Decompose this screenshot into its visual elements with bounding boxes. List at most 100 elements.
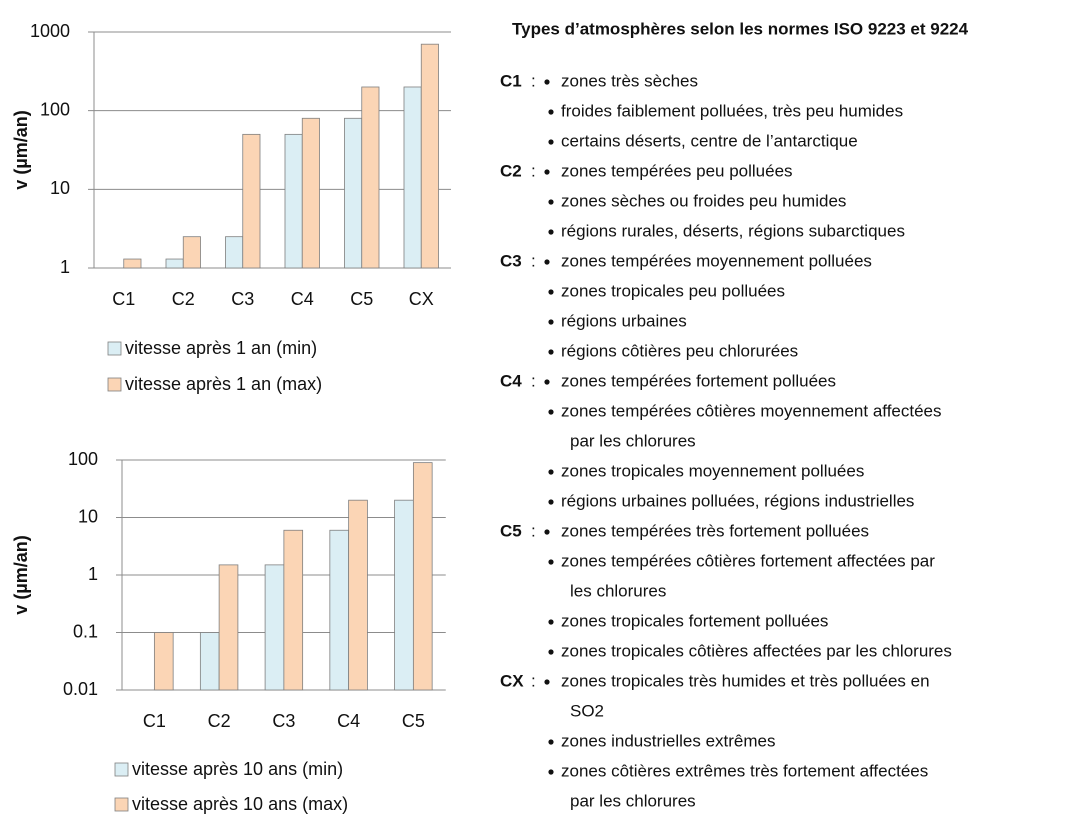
separator: : — [531, 371, 536, 390]
bar — [165, 258, 184, 269]
bar — [412, 462, 433, 691]
item-text: régions urbaines polluées, régions indus… — [561, 491, 914, 510]
legend-label: vitesse après 10 ans (max) — [132, 794, 348, 814]
y-tick-label: 10 — [78, 506, 98, 526]
separator: : — [531, 161, 536, 180]
bar — [301, 117, 320, 269]
y-tick-label: 100 — [40, 99, 70, 119]
legend-swatch — [107, 341, 122, 356]
y-tick-label: 100 — [68, 449, 98, 469]
zone-code: C3 — [500, 251, 522, 270]
item-text: SO2 — [570, 701, 604, 720]
x-tick-label: C4 — [291, 289, 314, 309]
x-tick-label: C1 — [112, 289, 135, 309]
bar — [348, 499, 368, 691]
bar — [218, 564, 239, 691]
bullet — [544, 529, 550, 535]
y-tick-label: 0.01 — [63, 679, 98, 699]
bar — [394, 499, 414, 691]
bar — [329, 529, 350, 691]
item-text: zones tropicales moyennement polluées — [561, 461, 864, 480]
item-text: zones très sèches — [561, 71, 698, 90]
item-text: certains déserts, centre de l’antarctiqu… — [561, 131, 858, 150]
bullet — [544, 259, 550, 265]
item-text: zones tempérées côtières moyennement aff… — [561, 401, 942, 420]
item-text: zones sèches ou froides peu humides — [561, 191, 846, 210]
bullet — [548, 559, 554, 565]
x-tick-label: C3 — [231, 289, 254, 309]
item-text: régions rurales, déserts, régions subarc… — [561, 221, 905, 240]
bar — [123, 258, 142, 269]
bullet — [548, 109, 554, 115]
text-panel: Types d’atmosphères selon les normes ISO… — [500, 19, 969, 810]
bullet — [548, 619, 554, 625]
x-tick-label: C5 — [402, 711, 425, 731]
legend-swatch — [114, 797, 129, 812]
item-text: régions urbaines — [561, 311, 687, 330]
bar — [153, 632, 174, 691]
bullet — [548, 769, 554, 775]
y-axis-label: v (µm/an) — [11, 110, 31, 189]
bar — [344, 117, 363, 269]
y-tick-label: 1000 — [30, 21, 70, 41]
item-text: zones industrielles extrêmes — [561, 731, 775, 750]
bullet — [544, 679, 550, 685]
zone-code: CX — [500, 671, 524, 690]
separator: : — [531, 251, 536, 270]
x-tick-label: C1 — [143, 711, 166, 731]
bullet — [548, 349, 554, 355]
item-text: froides faiblement polluées, très peu hu… — [561, 101, 903, 120]
bullet — [548, 469, 554, 475]
item-text: zones tempérées fortement polluées — [561, 371, 836, 390]
item-text: zones côtières extrêmes très fortement a… — [561, 761, 928, 780]
bar — [199, 632, 220, 691]
bullet — [548, 199, 554, 205]
x-tick-label: C5 — [350, 289, 373, 309]
item-text: zones tempérées moyennement polluées — [561, 251, 872, 270]
legend-swatch — [114, 762, 129, 777]
legend-swatch — [107, 377, 122, 392]
y-tick-label: 1 — [60, 257, 70, 277]
separator: : — [531, 71, 536, 90]
x-tick-label: CX — [409, 289, 434, 309]
separator: : — [531, 671, 536, 690]
bullet — [548, 319, 554, 325]
item-text: zones tempérées peu polluées — [561, 161, 793, 180]
bullet — [548, 409, 554, 415]
item-text: régions côtières peu chlorurées — [561, 341, 798, 360]
item-text: zones tempérées très fortement polluées — [561, 521, 869, 540]
bar — [284, 133, 303, 269]
bullet — [548, 289, 554, 295]
x-tick-label: C4 — [337, 711, 360, 731]
bullet — [548, 229, 554, 235]
item-text: zones tropicales fortement polluées — [561, 611, 828, 630]
y-tick-label: 10 — [50, 178, 70, 198]
bar — [403, 86, 422, 269]
bullet — [548, 499, 554, 505]
item-text: zones tropicales peu polluées — [561, 281, 785, 300]
bar — [242, 133, 261, 269]
zone-code: C2 — [500, 161, 522, 180]
bar — [420, 43, 439, 269]
separator: : — [531, 521, 536, 540]
bullet — [544, 379, 550, 385]
bullet — [548, 649, 554, 655]
bar — [182, 236, 201, 269]
y-tick-label: 0.1 — [73, 621, 98, 641]
x-tick-label: C2 — [172, 289, 195, 309]
bar — [361, 86, 380, 269]
bullet — [548, 139, 554, 145]
item-text: les chlorures — [570, 581, 666, 600]
zone-code: C1 — [500, 71, 522, 90]
bar — [264, 564, 285, 691]
bullet — [544, 79, 550, 85]
item-text: zones tropicales côtières affectées par … — [561, 641, 952, 660]
panel-title: Types d’atmosphères selon les normes ISO… — [512, 19, 969, 38]
legend-label: vitesse après 1 an (min) — [125, 338, 317, 358]
x-tick-label: C2 — [208, 711, 231, 731]
x-tick-label: C3 — [272, 711, 295, 731]
bar — [283, 529, 304, 691]
item-text: zones tempérées côtières fortement affec… — [561, 551, 935, 570]
item-text: par les chlorures — [570, 791, 696, 810]
